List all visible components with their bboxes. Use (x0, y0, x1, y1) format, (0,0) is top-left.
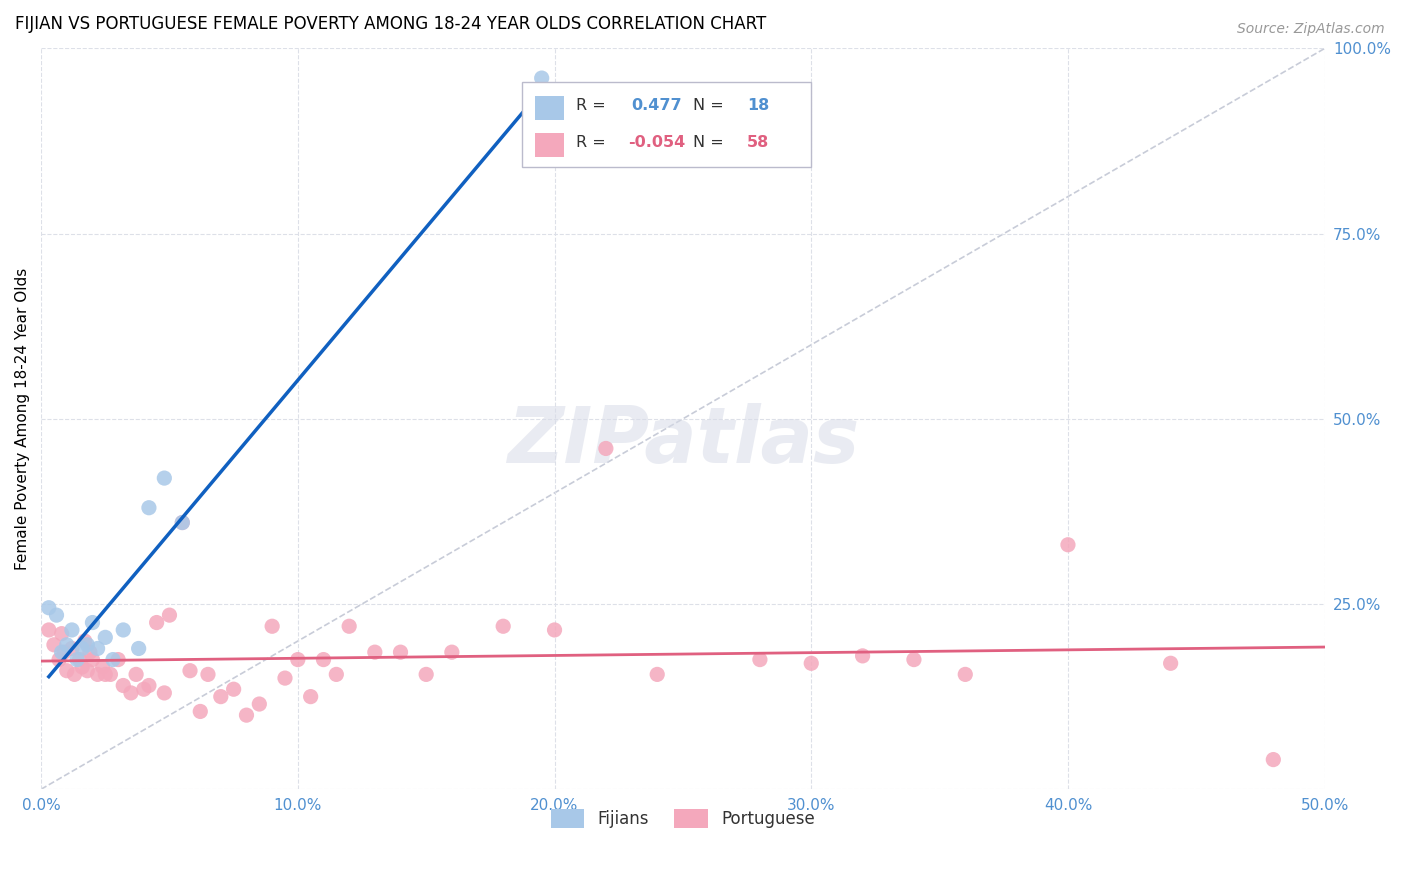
Point (53, 645, 76, 659)
Point (73, 634, 96, 648)
Point (299, 690, 322, 704)
Text: N =: N = (693, 98, 724, 113)
Point (48, 652, 70, 666)
Point (364, 645, 387, 659)
Point (120, 686, 142, 700)
Point (42, 638, 65, 652)
Point (274, 671, 297, 685)
Point (63, 667, 86, 681)
Point (440, 645, 463, 659)
Point (86, 667, 108, 681)
Point (188, 705, 211, 719)
Point (222, 682, 245, 697)
Point (645, 667, 668, 681)
Point (125, 667, 148, 681)
Text: Source: ZipAtlas.com: Source: ZipAtlas.com (1237, 22, 1385, 37)
Point (51, 626, 73, 640)
Point (86, 641, 108, 656)
FancyBboxPatch shape (536, 95, 564, 120)
Point (595, 442, 617, 456)
Point (70, 641, 93, 656)
Point (69, 652, 91, 666)
Point (45, 608, 67, 623)
Point (82, 615, 104, 630)
Point (903, 652, 925, 666)
Text: ZIPatlas: ZIPatlas (506, 403, 859, 479)
Point (94, 631, 117, 645)
Point (1160, 657, 1182, 671)
Point (415, 667, 437, 681)
Point (337, 619, 360, 633)
Point (91, 660, 114, 674)
Point (543, 623, 565, 637)
Point (389, 645, 412, 659)
Point (179, 664, 201, 678)
Point (70, 660, 93, 674)
Point (153, 471, 176, 485)
Text: -0.054: -0.054 (627, 135, 685, 150)
Point (153, 686, 176, 700)
Text: N =: N = (693, 135, 724, 150)
Point (55, 664, 77, 678)
Point (145, 615, 167, 630)
Point (235, 708, 257, 723)
Text: FIJIAN VS PORTUGUESE FEMALE POVERTY AMONG 18-24 YEAR OLDS CORRELATION CHART: FIJIAN VS PORTUGUESE FEMALE POVERTY AMON… (15, 15, 766, 33)
Point (100, 667, 122, 681)
Point (79, 645, 101, 659)
Text: 0.477: 0.477 (631, 98, 682, 113)
Point (138, 500, 160, 515)
Point (76, 664, 98, 678)
Text: 18: 18 (747, 98, 769, 113)
Point (247, 697, 270, 711)
Point (262, 619, 284, 633)
Point (38, 623, 60, 637)
Point (128, 641, 150, 656)
Point (172, 516, 194, 530)
Point (287, 652, 309, 666)
Point (132, 682, 155, 697)
Point (325, 667, 347, 681)
Point (101, 652, 124, 666)
Text: R =: R = (576, 98, 606, 113)
Point (492, 619, 515, 633)
Point (209, 690, 232, 704)
FancyBboxPatch shape (536, 133, 564, 157)
Point (159, 608, 181, 623)
Point (1263, 753, 1285, 767)
Point (66, 652, 89, 666)
Point (312, 652, 335, 666)
Point (55, 638, 77, 652)
Point (112, 623, 135, 637)
Point (748, 652, 770, 666)
Point (800, 657, 823, 671)
Point (197, 667, 219, 681)
Point (530, 71, 553, 86)
Point (138, 679, 160, 693)
Point (107, 652, 129, 666)
Text: R =: R = (576, 135, 606, 150)
Point (51, 645, 73, 659)
Point (60, 623, 83, 637)
Point (955, 667, 977, 681)
FancyBboxPatch shape (523, 82, 811, 167)
Point (852, 648, 875, 663)
Point (1057, 538, 1080, 552)
Point (94, 667, 117, 681)
Point (38, 600, 60, 615)
Point (172, 516, 194, 530)
Legend: Fijians, Portuguese: Fijians, Portuguese (543, 800, 823, 837)
Text: 58: 58 (747, 135, 769, 150)
Y-axis label: Female Poverty Among 18-24 Year Olds: Female Poverty Among 18-24 Year Olds (15, 268, 30, 570)
Point (82, 652, 104, 666)
Point (112, 679, 135, 693)
Point (76, 638, 98, 652)
Point (60, 641, 83, 656)
